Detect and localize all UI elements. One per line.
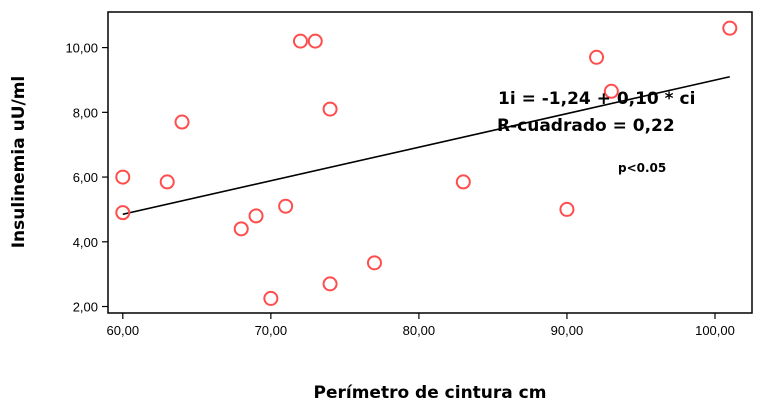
data-point [366,255,382,271]
data-point [263,290,279,306]
data-point [307,33,323,49]
data-points [115,20,738,306]
plot-area [107,11,753,314]
data-point [233,221,249,237]
data-point [115,205,131,221]
data-point [559,201,575,217]
y-tick-label: 8,00 [73,105,98,120]
data-point [322,276,338,292]
data-point [322,101,338,117]
data-point [455,174,471,190]
data-point [174,114,190,130]
x-tick-label: 70,00 [255,323,288,338]
x-tick-label: 90,00 [551,323,584,338]
x-axis-title: Perímetro de cintura cm [314,383,547,403]
data-point [722,20,738,36]
y-tick-label: 6,00 [73,170,98,185]
y-axis-title: Insulinemia uU/ml [9,76,29,249]
data-point [278,198,294,214]
data-point [292,33,308,49]
p-value-annotation: p<0.05 [618,161,666,175]
data-point [603,83,619,99]
plot-frame [107,11,753,314]
y-axis: 2,00 4,00 6,00 8,00 10,00 [65,41,108,315]
data-point [115,169,131,185]
x-axis: 60,00 70,00 80,00 90,00 100,00 [107,313,735,338]
r-squared-annotation: R-cuadrado = 0,22 [497,116,675,136]
x-tick-label: 80,00 [403,323,436,338]
regression-line [122,75,730,216]
equation-annotation: 1i = -1,24 + 0,10 * ci [498,89,695,109]
data-point [589,49,605,65]
data-point [159,174,175,190]
y-tick-label: 2,00 [73,300,98,315]
y-tick-label: 4,00 [73,235,98,250]
x-tick-label: 100,00 [695,323,735,338]
y-tick-label: 10,00 [65,41,98,56]
x-tick-label: 60,00 [107,323,140,338]
data-point [248,208,264,224]
